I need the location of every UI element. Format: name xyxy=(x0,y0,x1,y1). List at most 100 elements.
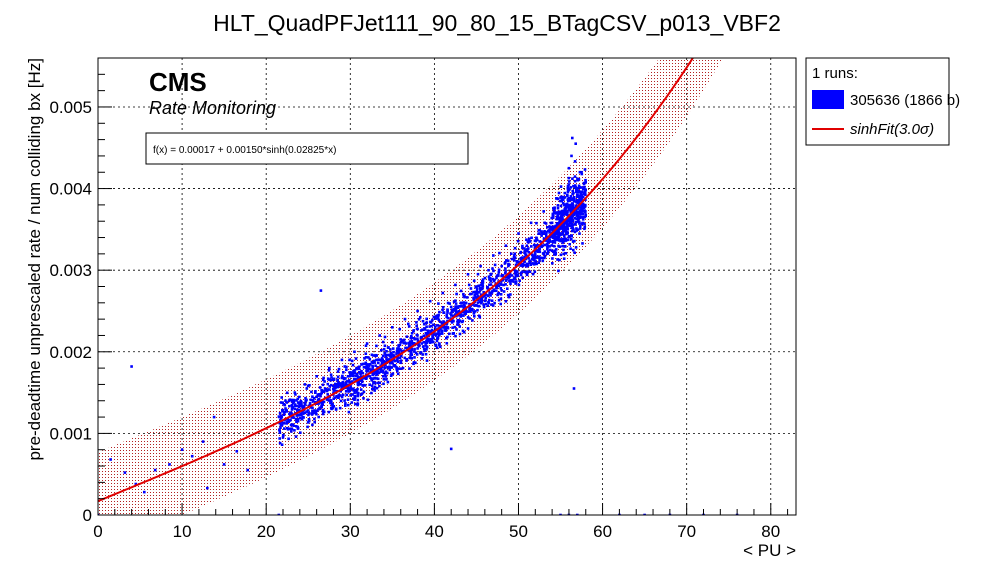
data-point xyxy=(580,204,584,208)
data-point xyxy=(344,402,347,405)
data-point xyxy=(421,345,425,348)
data-point xyxy=(561,209,564,213)
data-point xyxy=(285,408,288,412)
data-point xyxy=(437,331,440,335)
data-point xyxy=(278,437,281,440)
data-point xyxy=(561,216,564,219)
data-point xyxy=(561,229,565,233)
data-point xyxy=(556,237,560,240)
data-point xyxy=(535,221,538,225)
data-point xyxy=(438,343,441,347)
data-point xyxy=(422,347,426,351)
data-point xyxy=(438,332,442,335)
data-point xyxy=(455,328,458,331)
data-point xyxy=(507,262,510,266)
data-point xyxy=(556,204,560,207)
data-point xyxy=(507,264,510,268)
legend-entry-runs: 305636 (1866 b) xyxy=(850,92,960,109)
data-point xyxy=(414,351,418,355)
data-point xyxy=(570,229,574,233)
data-point xyxy=(436,337,439,340)
data-point xyxy=(469,287,473,290)
data-point xyxy=(582,206,586,210)
data-point xyxy=(562,248,565,252)
data-point xyxy=(499,280,503,283)
data-point xyxy=(356,398,360,402)
data-point xyxy=(573,160,577,163)
data-point xyxy=(478,291,481,294)
data-point xyxy=(368,367,371,370)
data-point xyxy=(557,234,560,237)
data-point xyxy=(327,410,331,414)
fit-band xyxy=(98,58,723,515)
data-point xyxy=(449,447,453,451)
chart-title: HLT_QuadPFJet111_90_80_15_BTagCSV_p013_V… xyxy=(213,10,781,36)
data-point xyxy=(360,363,363,366)
data-point xyxy=(576,228,580,231)
data-point xyxy=(475,304,479,307)
data-point xyxy=(428,341,432,344)
data-point xyxy=(389,351,393,355)
data-point xyxy=(572,196,576,199)
data-point xyxy=(523,247,526,250)
data-point xyxy=(482,291,485,294)
data-point xyxy=(371,361,375,364)
data-point xyxy=(574,222,577,226)
y-tick-label: 0.005 xyxy=(49,98,92,117)
data-point xyxy=(499,293,503,296)
data-point xyxy=(562,257,566,260)
data-point xyxy=(443,329,447,332)
data-point xyxy=(329,378,332,382)
data-point xyxy=(332,405,336,408)
data-point xyxy=(338,406,342,410)
data-point xyxy=(578,227,582,230)
data-point xyxy=(513,252,517,255)
data-point xyxy=(352,388,355,392)
data-point xyxy=(561,227,565,231)
data-point xyxy=(383,366,387,370)
data-point xyxy=(294,417,298,421)
data-point xyxy=(386,371,389,375)
data-point xyxy=(550,244,554,247)
data-point xyxy=(402,338,406,342)
data-point xyxy=(495,289,498,292)
data-point xyxy=(479,283,483,287)
data-point xyxy=(583,223,586,226)
data-point xyxy=(311,400,315,403)
data-point xyxy=(345,368,348,372)
data-point xyxy=(390,366,394,369)
data-point xyxy=(412,362,415,366)
data-point xyxy=(499,297,503,300)
data-point xyxy=(578,206,582,209)
data-point xyxy=(583,185,586,189)
data-point xyxy=(504,275,508,279)
data-point xyxy=(307,419,311,423)
data-point xyxy=(353,394,357,398)
data-point xyxy=(381,340,385,344)
data-point xyxy=(477,314,481,318)
data-point xyxy=(471,319,474,322)
data-point xyxy=(573,251,576,255)
data-point xyxy=(290,423,294,426)
data-point xyxy=(356,403,359,407)
data-point xyxy=(454,299,457,302)
data-point xyxy=(501,278,504,282)
data-point xyxy=(479,264,482,268)
data-point xyxy=(553,241,557,244)
data-point xyxy=(579,224,582,228)
data-point xyxy=(569,186,573,189)
data-point xyxy=(477,284,481,288)
data-point xyxy=(473,310,477,313)
data-point xyxy=(344,381,347,385)
data-point xyxy=(452,307,456,311)
data-point xyxy=(487,275,491,278)
data-point xyxy=(551,229,555,233)
data-point xyxy=(330,376,333,379)
data-point xyxy=(469,309,472,312)
data-point xyxy=(481,285,485,288)
data-point xyxy=(405,358,409,361)
data-point xyxy=(559,224,563,228)
data-point xyxy=(354,357,358,360)
data-point xyxy=(482,305,486,309)
x-axis-label: < PU > xyxy=(743,541,796,560)
